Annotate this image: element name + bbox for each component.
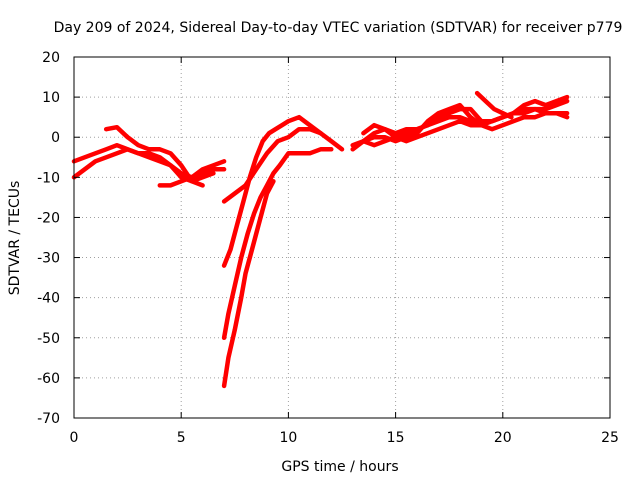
series-line-s4 xyxy=(157,159,227,188)
axis-ticks xyxy=(73,56,611,419)
y-tick-label: -60 xyxy=(37,371,60,387)
plot-frame xyxy=(73,56,611,419)
series-line-s8 xyxy=(221,179,276,389)
series-line-s7 xyxy=(221,147,334,341)
y-tick-label: -40 xyxy=(37,291,60,307)
series-line-s13 xyxy=(474,90,514,120)
y-tick-label: -10 xyxy=(37,170,60,186)
y-tick-label: 20 xyxy=(42,50,60,66)
grid xyxy=(74,57,610,418)
y-tick-label: 10 xyxy=(42,90,60,106)
y-tick-label: -50 xyxy=(37,331,60,347)
x-axis-title: GPS time / hours xyxy=(281,459,398,475)
tick-labels: 0 5 10 15 20 25 -70 -60 -50 -40 -30 -20 -10 0 10 20 xyxy=(37,50,619,446)
y-tick-label: -20 xyxy=(37,210,60,226)
y-tick-label: -70 xyxy=(37,411,60,427)
series-line-s6 xyxy=(221,114,323,268)
series-group xyxy=(71,90,570,389)
x-tick-label: 25 xyxy=(601,430,619,446)
x-tick-label: 0 xyxy=(70,430,79,446)
series-line-s5 xyxy=(221,126,345,204)
series-line-s3 xyxy=(103,124,205,188)
chart-title: Day 209 of 2024, Sidereal Day-to-day VTE… xyxy=(54,20,623,36)
y-tick-label: 0 xyxy=(51,130,60,146)
x-tick-label: 20 xyxy=(494,430,512,446)
y-tick-label: -30 xyxy=(37,251,60,267)
y-axis-title: SDTVAR / TECUs xyxy=(7,181,23,296)
x-tick-label: 5 xyxy=(177,430,186,446)
x-tick-label: 10 xyxy=(279,430,297,446)
x-tick-label: 15 xyxy=(387,430,405,446)
series-line-s12 xyxy=(350,94,570,148)
